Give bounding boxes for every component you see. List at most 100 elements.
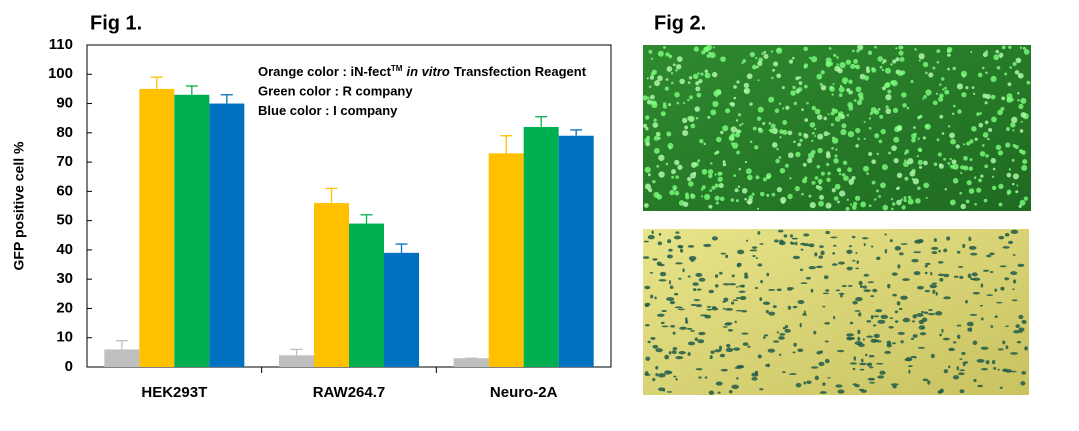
cell	[650, 57, 654, 60]
cell	[949, 54, 952, 57]
cell	[961, 92, 967, 98]
cell	[712, 46, 715, 49]
cell	[712, 100, 719, 108]
cell	[816, 164, 821, 169]
cell	[801, 192, 804, 196]
cell	[1022, 159, 1028, 165]
cell	[653, 135, 659, 141]
cell	[741, 309, 748, 313]
cell	[833, 158, 839, 164]
cell	[672, 331, 676, 335]
cell	[827, 171, 831, 176]
cell	[899, 252, 904, 256]
cell	[690, 123, 696, 129]
cell	[917, 137, 920, 140]
cell	[1005, 369, 1013, 373]
cell	[943, 248, 948, 253]
cell	[1014, 70, 1020, 75]
cell	[736, 150, 740, 155]
cell	[776, 186, 783, 193]
cell	[894, 320, 899, 323]
cell	[657, 241, 663, 246]
cell	[768, 122, 772, 125]
cell	[797, 87, 803, 92]
cell	[875, 339, 879, 343]
cell	[992, 167, 996, 171]
cell	[921, 317, 928, 323]
cell	[984, 164, 989, 169]
cell	[798, 81, 803, 86]
cell	[903, 196, 907, 199]
cell	[722, 125, 729, 132]
cell	[674, 306, 683, 309]
cell	[885, 105, 889, 109]
cell	[788, 373, 797, 376]
cell	[918, 325, 926, 330]
y-tick-label: 100	[48, 65, 73, 82]
cell	[897, 264, 901, 269]
cell	[688, 255, 697, 261]
cell	[881, 164, 888, 171]
cell	[925, 71, 928, 75]
cell	[884, 67, 891, 74]
cell	[725, 347, 734, 353]
cell	[757, 354, 762, 359]
cell	[933, 238, 937, 242]
cell	[802, 162, 807, 167]
cell	[736, 262, 741, 268]
cell	[782, 326, 786, 330]
cell	[822, 292, 830, 295]
cell	[987, 137, 990, 141]
cell	[658, 279, 667, 282]
cell	[733, 96, 737, 100]
cell	[834, 154, 838, 158]
cell	[947, 67, 950, 71]
cell	[645, 356, 651, 361]
y-axis-label: GFP positive cell %	[11, 141, 27, 270]
cell	[867, 281, 874, 284]
cell	[645, 141, 651, 147]
cell	[980, 283, 984, 288]
annotation: Blue color : I company	[258, 103, 398, 118]
cell	[978, 178, 982, 183]
cell	[695, 304, 703, 308]
cell	[782, 120, 788, 125]
error-bar	[395, 243, 408, 253]
cell	[766, 193, 770, 197]
cell	[997, 348, 1004, 351]
cell	[1001, 45, 1006, 50]
cell	[935, 291, 938, 296]
cell	[1021, 319, 1027, 324]
cell	[970, 50, 973, 54]
cell	[831, 146, 834, 150]
cell	[976, 112, 980, 116]
cell	[960, 171, 963, 175]
cell	[837, 389, 845, 394]
cell	[675, 377, 678, 381]
cell	[929, 284, 938, 289]
cell	[912, 178, 919, 185]
cell	[751, 246, 758, 249]
cell	[952, 112, 955, 115]
annotation: Orange color : iN-fectTM in vitro Transfec…	[258, 64, 587, 80]
cell	[782, 107, 785, 110]
cell	[839, 84, 843, 88]
cell	[982, 132, 989, 138]
cell	[1022, 46, 1027, 51]
cell	[771, 142, 778, 148]
cell	[648, 49, 653, 54]
cell	[894, 246, 902, 251]
cell	[734, 320, 737, 324]
cell	[990, 324, 994, 329]
cell	[679, 78, 685, 85]
cell	[703, 243, 712, 248]
cell	[965, 199, 970, 204]
chart-title: Fig 1.	[90, 12, 142, 34]
cell	[725, 108, 731, 114]
cell	[832, 252, 836, 255]
cell	[978, 122, 984, 128]
cell	[772, 305, 777, 309]
cell	[915, 198, 921, 204]
cell	[1012, 173, 1019, 180]
cell	[1004, 233, 1010, 237]
